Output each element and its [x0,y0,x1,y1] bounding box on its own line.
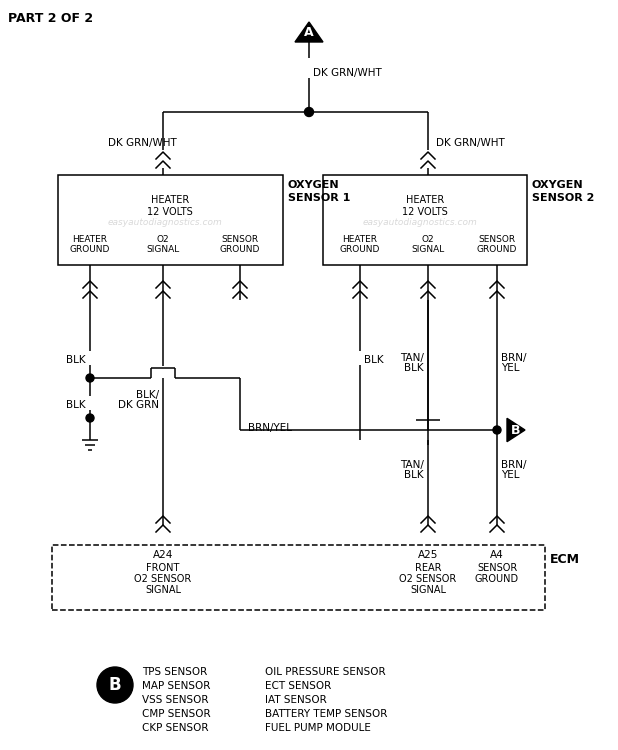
Text: O2 SENSOR: O2 SENSOR [134,574,192,584]
Text: B: B [109,676,121,694]
Text: SIGNAL: SIGNAL [410,585,446,595]
Text: CKP SENSOR: CKP SENSOR [142,723,208,733]
Bar [58,175,283,265]
Text: easyautodiagnostics.com: easyautodiagnostics.com [108,218,222,227]
Text: 12 VOLTS: 12 VOLTS [147,207,193,217]
Text: A4: A4 [490,550,504,560]
Text: BLK/: BLK/ [136,390,159,400]
Text: DK GRN/WHT: DK GRN/WHT [108,138,177,148]
Text: YEL: YEL [501,363,520,373]
Text: BRN/: BRN/ [501,460,527,470]
Text: A: A [304,26,314,40]
Text: GROUND: GROUND [475,574,519,584]
Text: HEATER
GROUND: HEATER GROUND [340,235,380,254]
Polygon shape [295,22,323,42]
Text: PART 2 OF 2: PART 2 OF 2 [8,12,93,25]
Text: SENSOR 1: SENSOR 1 [288,193,350,203]
Text: SENSOR
GROUND: SENSOR GROUND [220,235,260,254]
Text: SENSOR
GROUND: SENSOR GROUND [477,235,517,254]
Text: SIGNAL: SIGNAL [145,585,181,595]
Text: DK GRN/WHT: DK GRN/WHT [313,68,382,78]
Text: MAP SENSOR: MAP SENSOR [142,681,210,691]
Polygon shape [507,419,525,442]
Text: BATTERY TEMP SENSOR: BATTERY TEMP SENSOR [265,709,387,719]
Text: BLK: BLK [66,400,86,410]
Bar [52,545,545,610]
Text: HEATER
GROUND: HEATER GROUND [70,235,110,254]
Text: BRN/: BRN/ [501,353,527,363]
Text: OXYGEN: OXYGEN [532,180,583,190]
Circle shape [305,107,313,116]
Text: BRN/YEL: BRN/YEL [248,423,292,433]
Text: BLK: BLK [364,355,384,365]
Text: B: B [511,424,521,436]
Text: IAT SENSOR: IAT SENSOR [265,695,327,705]
Text: VSS SENSOR: VSS SENSOR [142,695,208,705]
Text: HEATER: HEATER [151,195,189,205]
Bar [323,175,527,265]
Text: YEL: YEL [501,470,520,480]
Text: TAN/: TAN/ [400,460,424,470]
Text: BLK: BLK [66,355,86,365]
Text: OXYGEN: OXYGEN [288,180,340,190]
Text: SENSOR 2: SENSOR 2 [532,193,595,203]
Circle shape [86,414,94,422]
Circle shape [97,667,133,703]
Text: O2
SIGNAL: O2 SIGNAL [146,235,180,254]
Text: easyautodiagnostics.com: easyautodiagnostics.com [363,218,477,227]
Text: TPS SENSOR: TPS SENSOR [142,667,207,677]
Text: SENSOR: SENSOR [477,563,517,573]
Text: DK GRN: DK GRN [118,400,159,410]
Text: BLK: BLK [404,470,424,480]
Text: ECT SENSOR: ECT SENSOR [265,681,331,691]
Text: FRONT: FRONT [146,563,180,573]
Text: OIL PRESSURE SENSOR: OIL PRESSURE SENSOR [265,667,386,677]
Text: BLK: BLK [404,363,424,373]
Text: A25: A25 [418,550,438,560]
Text: HEATER: HEATER [406,195,444,205]
Text: FUEL PUMP MODULE: FUEL PUMP MODULE [265,723,371,733]
Circle shape [86,374,94,382]
Text: A24: A24 [153,550,173,560]
Text: ECM: ECM [550,553,580,566]
Circle shape [493,426,501,434]
Text: O2 SENSOR: O2 SENSOR [399,574,457,584]
Text: CMP SENSOR: CMP SENSOR [142,709,211,719]
Text: O2
SIGNAL: O2 SIGNAL [412,235,444,254]
Text: TAN/: TAN/ [400,353,424,363]
Text: DK GRN/WHT: DK GRN/WHT [436,138,505,148]
Text: 12 VOLTS: 12 VOLTS [402,207,448,217]
Text: REAR: REAR [415,563,441,573]
